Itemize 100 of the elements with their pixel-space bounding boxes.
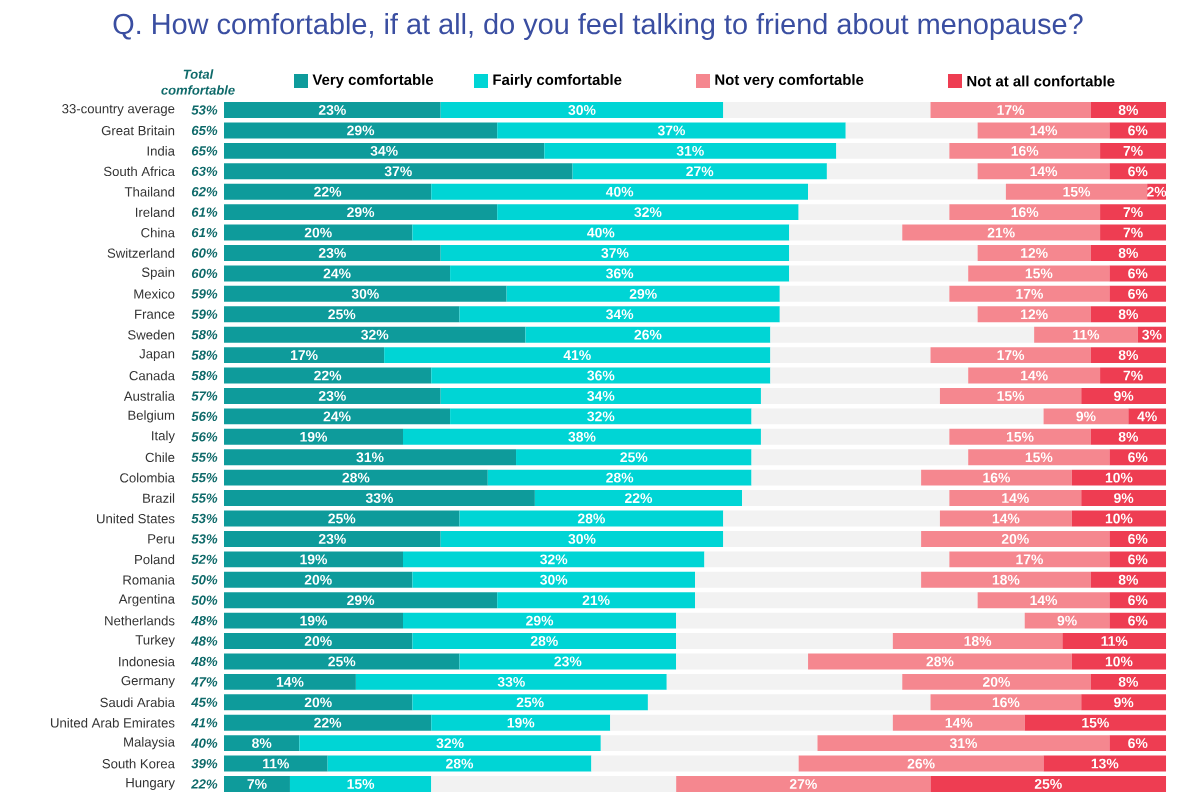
bar — [289, 776, 432, 792]
bar — [412, 633, 677, 649]
bar — [440, 245, 790, 261]
bar — [497, 592, 696, 609]
bar — [1062, 633, 1167, 649]
bar — [224, 367, 432, 384]
bar — [902, 224, 1101, 241]
bar — [892, 714, 1025, 731]
bar — [224, 490, 535, 507]
bar — [224, 245, 441, 261]
bar — [402, 551, 705, 568]
bar — [440, 530, 724, 547]
bar — [1043, 755, 1167, 772]
bar — [1109, 612, 1167, 629]
bar — [224, 612, 403, 629]
bar — [1109, 122, 1167, 139]
bar — [412, 224, 790, 241]
bar — [826, 163, 978, 180]
bar — [224, 204, 498, 221]
bar — [949, 285, 1110, 302]
bar — [459, 653, 677, 670]
bar — [412, 571, 696, 588]
bar — [1081, 694, 1167, 711]
bar — [1024, 612, 1110, 629]
bar — [224, 408, 451, 425]
bar — [676, 776, 931, 792]
bar — [450, 408, 752, 425]
bar — [299, 735, 601, 752]
bar — [450, 265, 790, 282]
bar — [224, 265, 451, 282]
bar — [930, 694, 1082, 711]
bar — [902, 673, 1091, 690]
bar — [1090, 306, 1167, 323]
bar — [770, 347, 931, 364]
bar — [723, 510, 940, 527]
bar — [789, 245, 978, 261]
bar — [224, 510, 460, 527]
bar — [977, 163, 1110, 180]
bar — [1090, 102, 1167, 118]
bar — [1090, 428, 1167, 445]
bar — [930, 776, 1167, 792]
bar — [224, 142, 545, 159]
bar — [224, 551, 403, 568]
bar — [224, 735, 300, 752]
bar — [516, 449, 752, 466]
bar — [355, 673, 667, 690]
bar — [949, 204, 1101, 221]
bar — [224, 673, 356, 690]
bar — [224, 776, 290, 792]
bar — [224, 224, 413, 241]
bar — [1043, 408, 1129, 425]
bar — [808, 653, 1072, 670]
bar — [742, 490, 950, 507]
bar — [572, 163, 827, 180]
bar — [1109, 592, 1167, 609]
bar — [431, 714, 611, 731]
bar — [1109, 285, 1167, 302]
bar — [1100, 224, 1167, 241]
bar — [968, 449, 1110, 466]
bar — [977, 245, 1091, 261]
bar — [525, 326, 771, 343]
bar — [1090, 245, 1167, 261]
bar — [676, 653, 809, 670]
bar — [676, 633, 893, 649]
bar — [647, 694, 931, 711]
bar — [224, 183, 432, 200]
bar — [224, 326, 526, 343]
bar — [224, 449, 517, 466]
bar — [1109, 449, 1167, 466]
bar — [487, 469, 752, 486]
bar — [224, 102, 441, 118]
bar — [440, 387, 761, 404]
bar — [695, 571, 922, 588]
bar — [1109, 265, 1167, 282]
bar — [779, 306, 978, 323]
bar — [1081, 387, 1167, 404]
bar — [1081, 490, 1167, 507]
bar — [723, 102, 931, 118]
bar — [224, 122, 498, 139]
bar — [921, 469, 1072, 486]
bar — [949, 142, 1101, 159]
bar — [798, 204, 950, 221]
bar — [224, 428, 403, 445]
bar — [544, 142, 837, 159]
bar — [1090, 571, 1167, 588]
bar — [224, 694, 413, 711]
bar — [1071, 469, 1167, 486]
bar — [431, 776, 677, 792]
bar — [431, 367, 771, 384]
bar — [1090, 673, 1167, 690]
bar — [412, 694, 648, 711]
bar — [224, 163, 573, 180]
bar — [534, 490, 743, 507]
bar — [224, 714, 432, 731]
bar — [1034, 326, 1138, 343]
bar — [751, 449, 969, 466]
bar — [949, 551, 1110, 568]
bar — [695, 592, 978, 609]
bar — [949, 428, 1091, 445]
bar — [977, 592, 1110, 609]
